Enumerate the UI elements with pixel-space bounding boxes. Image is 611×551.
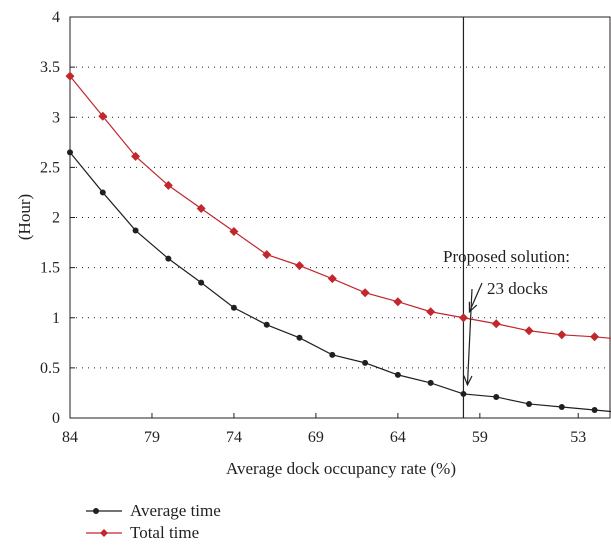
legend-item-total-time: Total time: [86, 522, 221, 544]
point-total-time-7: [295, 261, 305, 271]
annotation-arrows: [463, 282, 483, 387]
x-tick-label-2: 74: [226, 429, 242, 446]
x-tick-label-5: 59: [472, 429, 488, 446]
point-average-time-15: [558, 403, 565, 410]
point-total-time-12: [458, 313, 468, 323]
legend-item-average-time: Average time: [86, 500, 221, 522]
point-average-time-2: [132, 227, 139, 234]
point-average-time-9: [362, 359, 369, 366]
point-total-time-11: [426, 307, 436, 317]
point-total-time-14: [524, 326, 534, 336]
point-total-time-1: [98, 111, 108, 121]
y-tick-label-6: 3: [52, 109, 60, 126]
y-tick-label-7: 3.5: [40, 59, 60, 76]
annotation-text-line1: Proposed solution:: [443, 247, 570, 266]
point-average-time-1: [99, 189, 106, 196]
legend-label-average-time: Average time: [130, 501, 221, 520]
point-average-time-10: [394, 371, 401, 378]
point-total-time-13: [491, 319, 501, 329]
point-total-time-5: [229, 227, 239, 237]
point-total-time-2: [131, 151, 141, 161]
x-tick-label-4: 64: [390, 429, 406, 446]
y-tick-label-3: 1.5: [40, 260, 60, 277]
x-tick-label-3: 69: [308, 429, 324, 446]
point-average-time-13: [493, 393, 500, 400]
legend-swatch-total-time: [86, 529, 122, 537]
arrow-to-average-time-shaft: [466, 288, 473, 385]
point-average-time-4: [198, 279, 205, 286]
series-line-total-time: [69, 75, 611, 339]
arrow-to-average-time-head: [463, 375, 473, 387]
x-axis-ticks: 84 79 74 69 64 59 53: [62, 413, 586, 446]
series-layer: [65, 71, 611, 413]
point-total-time-8: [327, 274, 337, 284]
point-average-time-5: [230, 304, 237, 311]
point-total-time-16: [590, 332, 600, 342]
point-total-time-6: [262, 250, 272, 260]
point-average-time-3: [165, 255, 172, 262]
y-tick-label-2: 1: [52, 310, 60, 327]
point-total-time-10: [393, 297, 403, 307]
legend-swatch-average-time: [86, 508, 122, 514]
y-tick-label-1: 0.5: [40, 360, 60, 377]
point-average-time-16: [591, 406, 598, 413]
point-average-time-8: [329, 351, 336, 358]
point-total-time-4: [196, 203, 206, 213]
point-average-time-14: [526, 400, 533, 407]
y-tick-label-0: 0: [52, 410, 60, 427]
point-total-time-9: [360, 288, 370, 298]
point-average-time-0: [67, 149, 73, 156]
point-average-time-7: [296, 334, 303, 341]
x-tick-label-6: 53: [570, 429, 586, 446]
point-total-time-3: [163, 180, 173, 190]
y-axis-ticks: 0 0.5 1 1.5 2 2.5 3 3.5 4: [40, 9, 75, 427]
x-axis-title: Average dock occupancy rate (%): [226, 459, 456, 478]
legend-label-total-time: Total time: [130, 523, 200, 542]
point-average-time-6: [263, 321, 270, 328]
y-axis-title: (Hour): [15, 194, 34, 240]
point-average-time-12: [460, 390, 467, 397]
gridlines: [70, 66, 610, 369]
x-tick-label-0: 84: [62, 429, 78, 446]
annotation-text-line2: 23 docks: [487, 279, 548, 298]
point-total-time-15: [557, 330, 567, 340]
legend: Average time Total time: [86, 500, 221, 544]
x-tick-label-1: 79: [144, 429, 160, 446]
y-tick-label-4: 2: [52, 210, 60, 227]
point-average-time-11: [427, 379, 434, 386]
point-total-time-0: [65, 71, 75, 81]
plot-frame: [69, 16, 611, 419]
y-tick-label-5: 2.5: [40, 159, 60, 176]
series-line-average-time: [69, 151, 611, 413]
y-tick-label-8: 4: [52, 9, 60, 26]
arrow-to-total-time-head: [468, 301, 478, 314]
